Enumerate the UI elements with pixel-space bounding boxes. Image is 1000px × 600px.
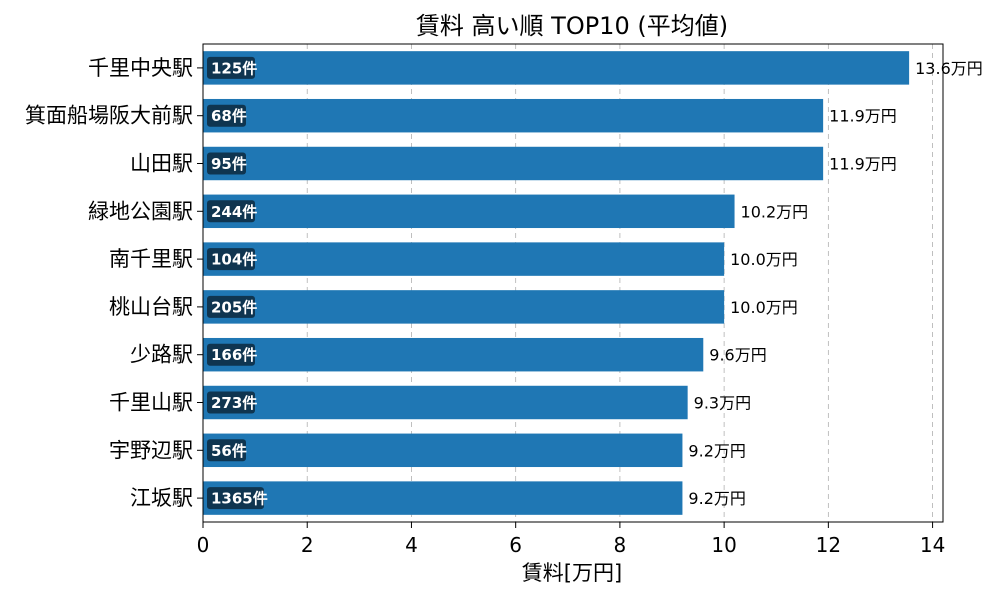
bar — [203, 385, 688, 420]
y-category-label: 千里中央駅 — [88, 56, 193, 80]
count-badge — [207, 439, 246, 462]
count-badge — [207, 152, 246, 175]
x-tick-label: 12 — [816, 533, 841, 557]
count-badge-label: 95件 — [211, 155, 247, 173]
count-badge — [207, 487, 264, 510]
x-axis: 0 2 4 6 8 10 12 14 — [197, 522, 945, 557]
y-category-label: 江坂駅 — [130, 486, 193, 510]
count-badge-label: 56件 — [211, 442, 247, 460]
y-category-label: 箕面船場阪大前駅 — [25, 104, 193, 128]
count-badge — [207, 343, 255, 366]
bar — [203, 242, 725, 276]
bar — [203, 194, 735, 229]
y-category-label: 緑地公園駅 — [88, 199, 193, 223]
value-label: 10.2万円 — [741, 202, 809, 221]
count-badge-label: 125件 — [211, 59, 257, 77]
count-badge-label: 104件 — [211, 251, 257, 269]
count-badge-label: 273件 — [211, 394, 257, 412]
x-tick-label: 10 — [711, 533, 736, 557]
bar — [203, 433, 683, 468]
value-label: 10.0万円 — [730, 298, 798, 317]
bar — [203, 98, 824, 133]
bars: 13.6万円 125件 11.9万円 68件 11.9万円 95件 10.2万円 244件 10… — [203, 51, 983, 515]
y-axis: 千里中央駅箕面船場阪大前駅山田駅緑地公園駅南千里駅桃山台駅少路駅千里山駅宇野辺駅… — [25, 56, 203, 510]
x-tick-label: 8 — [614, 533, 627, 557]
bar — [203, 51, 910, 85]
value-label: 9.3万円 — [694, 394, 751, 413]
count-badge — [207, 248, 255, 271]
value-label: 11.9万円 — [829, 107, 897, 126]
chart-title: 賃料 高い順 TOP10 (平均値) — [416, 12, 728, 40]
y-category-label: 宇野辺駅 — [109, 438, 193, 462]
y-category-label: 桃山台駅 — [109, 295, 193, 319]
value-label: 10.0万円 — [730, 250, 798, 269]
x-tick-label: 2 — [301, 533, 314, 557]
y-category-label: 山田駅 — [130, 152, 193, 176]
x-tick-label: 0 — [197, 533, 210, 557]
count-badge-label: 244件 — [211, 203, 257, 221]
count-badge-label: 68件 — [211, 107, 247, 125]
count-badge — [207, 391, 255, 414]
bar — [203, 481, 683, 515]
count-badge-label: 1365件 — [211, 490, 268, 508]
y-category-label: 千里山駅 — [109, 391, 193, 415]
count-badge — [207, 295, 255, 318]
bar — [203, 146, 824, 181]
y-category-label: 少路駅 — [130, 343, 193, 367]
bar — [203, 337, 704, 372]
x-tick-label: 14 — [920, 533, 945, 557]
plot-frame — [202, 43, 944, 523]
bar — [203, 290, 725, 324]
value-label: 9.6万円 — [709, 346, 766, 365]
count-badge — [207, 56, 255, 79]
value-label: 9.2万円 — [688, 489, 745, 508]
x-tick-label: 6 — [509, 533, 522, 557]
value-label: 9.2万円 — [688, 441, 745, 460]
count-badge — [207, 200, 255, 223]
count-badge — [207, 104, 246, 127]
x-tick-label: 4 — [405, 533, 418, 557]
value-label: 11.9万円 — [829, 155, 897, 174]
value-label: 13.6万円 — [915, 59, 983, 78]
count-badge-label: 166件 — [211, 346, 257, 364]
x-axis-label: 賃料[万円] — [522, 561, 622, 585]
y-category-label: 南千里駅 — [109, 247, 193, 271]
count-badge-label: 205件 — [211, 298, 257, 316]
